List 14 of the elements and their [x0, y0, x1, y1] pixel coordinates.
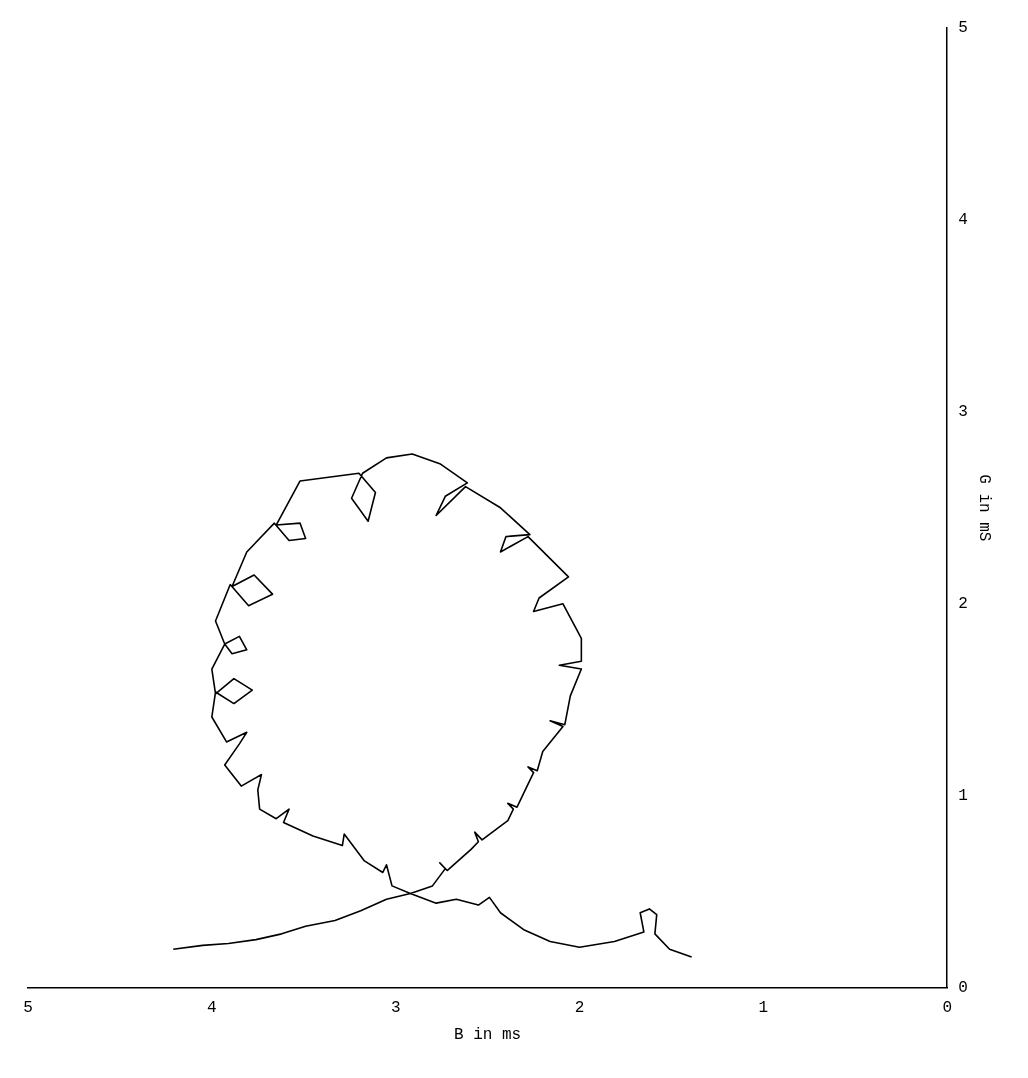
- y-axis-title: G in mS: [975, 474, 994, 542]
- x-tick-label: 1: [758, 999, 769, 1018]
- y-tick-label: 1: [958, 786, 968, 805]
- y-tick-label: 4: [958, 211, 968, 230]
- y-tick-label: 5: [958, 19, 968, 38]
- x-tick-label: 3: [390, 999, 401, 1018]
- x-tick-label: 4: [207, 999, 217, 1018]
- y-tick-label: 2: [958, 594, 968, 613]
- x-tick-label: 5: [23, 999, 33, 1018]
- x-tick-label: 2: [574, 999, 585, 1018]
- y-tick-label: 0: [958, 978, 968, 997]
- y-tick-label: 3: [958, 403, 968, 422]
- x-axis-title: B in ms: [453, 1025, 522, 1044]
- x-tick-label: 0: [942, 999, 952, 1018]
